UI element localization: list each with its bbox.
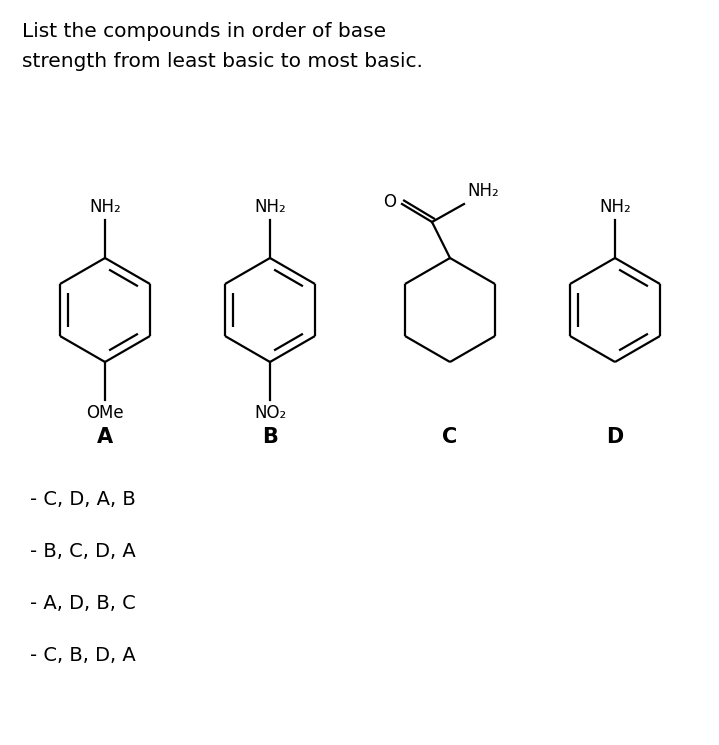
Text: - C, D, A, B: - C, D, A, B	[30, 490, 136, 509]
Text: List the compounds in order of base: List the compounds in order of base	[22, 22, 386, 41]
Text: NH₂: NH₂	[254, 198, 286, 216]
Text: O: O	[383, 193, 396, 211]
Text: NO₂: NO₂	[254, 404, 286, 422]
Text: C: C	[442, 427, 457, 447]
Text: NH₂: NH₂	[89, 198, 121, 216]
Text: B: B	[262, 427, 278, 447]
Text: - B, C, D, A: - B, C, D, A	[30, 542, 136, 561]
Text: - C, B, D, A: - C, B, D, A	[30, 646, 136, 665]
Text: - A, D, B, C: - A, D, B, C	[30, 594, 136, 613]
Text: D: D	[606, 427, 623, 447]
Text: strength from least basic to most basic.: strength from least basic to most basic.	[22, 52, 423, 71]
Text: NH₂: NH₂	[467, 182, 499, 200]
Text: NH₂: NH₂	[599, 198, 631, 216]
Text: OMe: OMe	[86, 404, 124, 422]
Text: A: A	[97, 427, 113, 447]
